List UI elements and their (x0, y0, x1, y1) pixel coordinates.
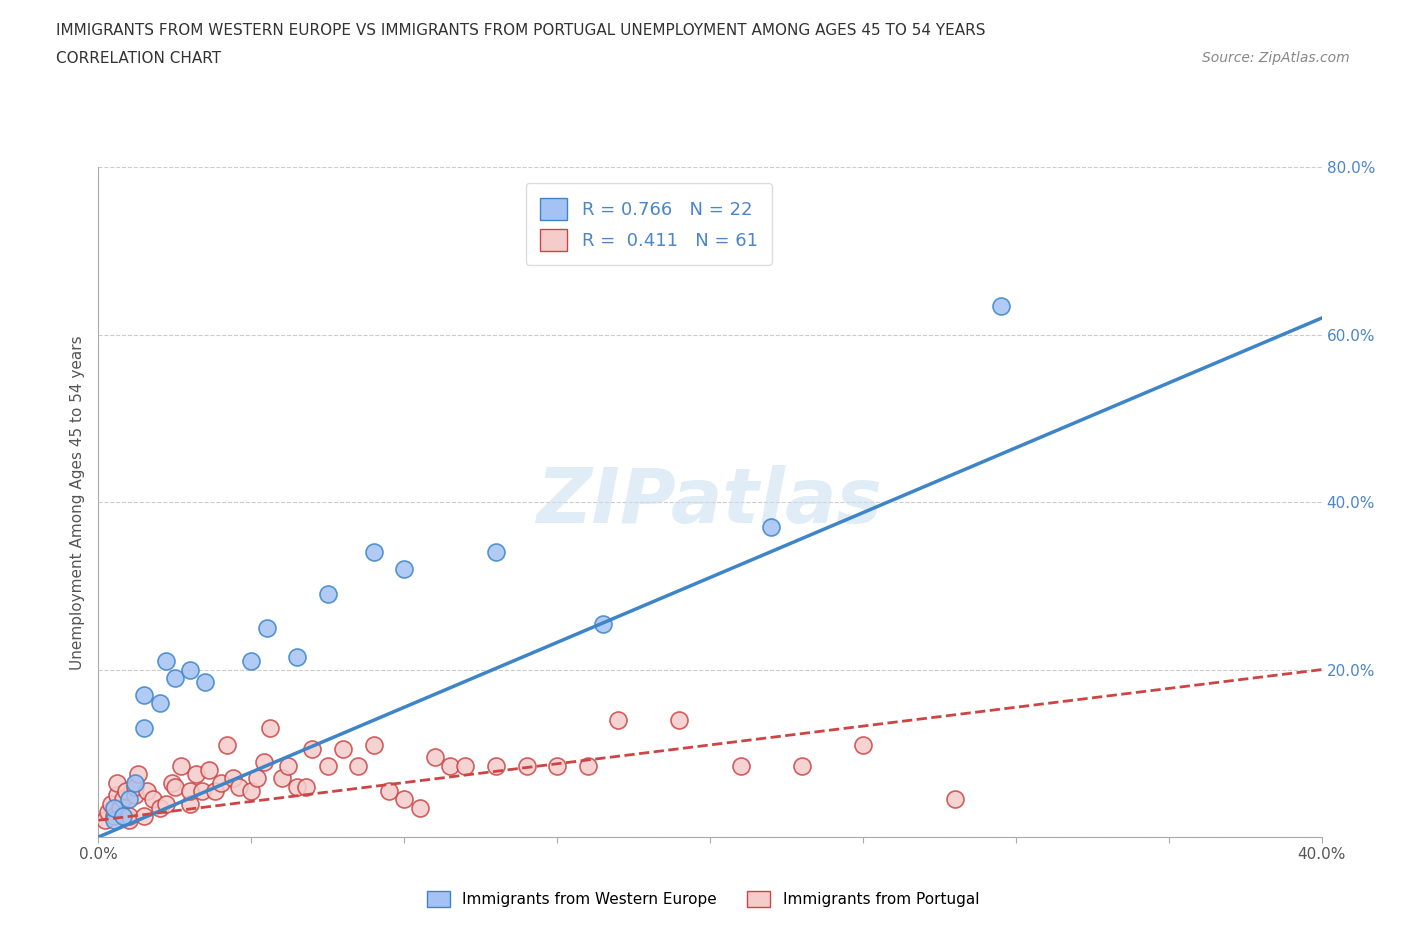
Legend: R = 0.766   N = 22, R =  0.411   N = 61: R = 0.766 N = 22, R = 0.411 N = 61 (526, 183, 772, 265)
Point (363, 737, 385, 752)
Text: ZIPatlas: ZIPatlas (537, 465, 883, 539)
Point (270, 771, 292, 786)
Point (97, 804, 120, 819)
Text: Source: ZipAtlas.com: Source: ZipAtlas.com (1202, 51, 1350, 65)
Point (592, 617, 614, 631)
Point (115, 783, 138, 798)
Y-axis label: Unemployment Among Ages 45 to 54 years: Unemployment Among Ages 45 to 54 years (69, 335, 84, 670)
Point (277, 759, 299, 774)
Point (100, 796, 122, 811)
Point (295, 779, 318, 794)
Point (142, 792, 165, 807)
Point (285, 650, 308, 665)
Point (163, 671, 186, 685)
Point (105, 788, 128, 803)
Point (228, 779, 250, 794)
Point (730, 759, 752, 774)
Point (124, 788, 146, 803)
Point (105, 776, 128, 790)
Point (392, 562, 416, 577)
Point (134, 721, 156, 736)
Point (155, 796, 177, 811)
Point (179, 783, 201, 798)
Point (392, 792, 416, 807)
Point (240, 654, 263, 669)
Point (118, 792, 141, 807)
Point (454, 759, 477, 774)
Point (197, 763, 219, 777)
Point (240, 783, 263, 798)
Point (149, 696, 172, 711)
Point (332, 742, 354, 757)
Point (160, 776, 183, 790)
Point (943, 792, 966, 807)
Point (259, 721, 281, 736)
Point (170, 759, 193, 774)
Text: CORRELATION CHART: CORRELATION CHART (56, 51, 221, 66)
Point (93, 813, 115, 828)
Point (222, 771, 245, 786)
Point (316, 759, 339, 774)
Point (990, 299, 1012, 313)
Point (194, 675, 217, 690)
Point (215, 737, 238, 752)
Point (852, 737, 875, 752)
Legend: Immigrants from Western Europe, Immigrants from Portugal: Immigrants from Western Europe, Immigran… (420, 884, 986, 913)
Point (607, 712, 630, 727)
Point (668, 712, 690, 727)
Point (209, 776, 232, 790)
Point (127, 766, 149, 781)
Point (408, 800, 430, 815)
Point (246, 771, 269, 786)
Point (155, 654, 177, 669)
Point (485, 759, 508, 774)
Point (252, 754, 274, 769)
Point (124, 776, 146, 790)
Point (163, 779, 186, 794)
Point (576, 759, 599, 774)
Point (439, 759, 461, 774)
Point (363, 545, 385, 560)
Point (191, 783, 214, 798)
Point (111, 792, 134, 807)
Point (118, 809, 141, 824)
Text: IMMIGRANTS FROM WESTERN EUROPE VS IMMIGRANTS FROM PORTUGAL UNEMPLOYMENT AMONG AG: IMMIGRANTS FROM WESTERN EUROPE VS IMMIGR… (56, 23, 986, 38)
Point (204, 783, 226, 798)
Point (111, 809, 134, 824)
Point (179, 662, 201, 677)
Point (301, 742, 323, 757)
Point (118, 813, 141, 828)
Point (179, 796, 201, 811)
Point (103, 809, 125, 824)
Point (378, 783, 401, 798)
Point (516, 759, 538, 774)
Point (347, 759, 370, 774)
Point (423, 750, 446, 764)
Point (790, 759, 813, 774)
Point (285, 779, 308, 794)
Point (256, 620, 278, 635)
Point (134, 687, 156, 702)
Point (546, 759, 568, 774)
Point (124, 779, 146, 794)
Point (136, 783, 159, 798)
Point (186, 766, 208, 781)
Point (103, 800, 125, 815)
Point (108, 800, 131, 815)
Point (134, 809, 156, 824)
Point (759, 520, 782, 535)
Point (316, 587, 339, 602)
Point (485, 545, 508, 560)
Point (149, 800, 172, 815)
Point (103, 813, 125, 828)
